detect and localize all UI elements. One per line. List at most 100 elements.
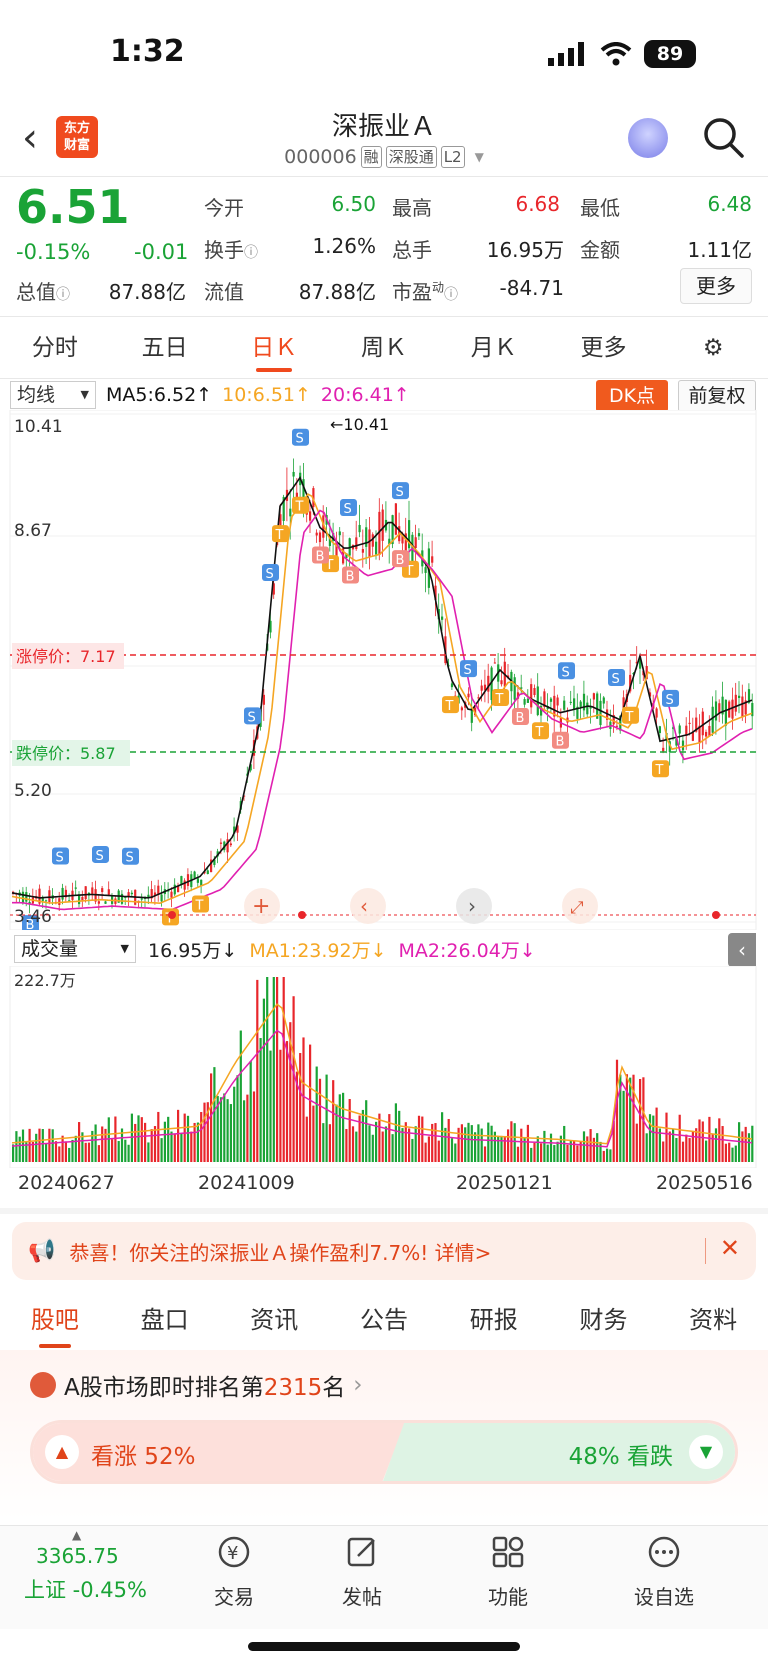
tab-guba[interactable]: 股吧 <box>0 1292 110 1348</box>
chart-next-icon[interactable]: › <box>456 888 492 924</box>
volume-bar <box>31 1142 34 1162</box>
ma5-value: MA5:6.52↑ <box>106 384 213 406</box>
pe-label[interactable]: 市盈动ⓘ <box>392 280 459 304</box>
volume-bar <box>391 1134 394 1162</box>
volume-bar <box>124 1139 127 1162</box>
tab-more[interactable]: 更多 <box>580 335 627 361</box>
signal-marker <box>92 845 109 863</box>
chart-prev-icon[interactable]: ‹ <box>350 888 386 924</box>
volume-ma-line <box>11 1029 753 1148</box>
tab-research[interactable]: 研报 <box>469 1306 518 1334</box>
signal-marker-letter: T <box>295 500 304 515</box>
tab-five-day[interactable]: 五日 <box>141 335 188 361</box>
back-icon[interactable]: ‹ <box>22 115 38 161</box>
volume-bar <box>147 1142 150 1162</box>
candle-body <box>493 662 496 664</box>
volume-bar <box>107 1117 110 1162</box>
turnover-label[interactable]: 换手ⓘ <box>204 238 258 262</box>
more-quote-button[interactable]: 更多 <box>680 268 752 304</box>
candle-body <box>582 693 586 711</box>
volume-bar <box>685 1134 688 1162</box>
chart-add-icon[interactable]: + <box>244 888 280 924</box>
profit-notice-banner[interactable]: 📢 恭喜！你关注的深振业Ａ操作盈利7.7%! 详情> ✕ <box>12 1222 756 1280</box>
candle-body <box>381 509 384 541</box>
volume-bar <box>318 1078 322 1162</box>
bullish-vote[interactable]: ▲ 看涨 52% <box>33 1423 405 1481</box>
collapse-panel-icon[interactable]: ‹ <box>728 933 756 967</box>
candle-body <box>530 684 533 708</box>
chart-expand-icon[interactable]: ⤢ <box>562 888 598 924</box>
candle-body <box>460 707 463 711</box>
close-icon[interactable]: ✕ <box>719 1234 740 1262</box>
volume-bar <box>734 1145 737 1162</box>
nav-trade[interactable]: ¥ 交易 <box>184 1534 284 1610</box>
tab-news[interactable]: 资讯 <box>250 1306 299 1334</box>
candle-body <box>309 511 312 521</box>
nav-functions[interactable]: 功能 <box>458 1534 558 1610</box>
candle-body <box>289 508 292 517</box>
tab-weekly-k[interactable]: 周Ｋ <box>361 335 408 361</box>
volume-bar <box>348 1099 351 1162</box>
adjust-mode-button[interactable]: 前复权 <box>678 380 756 412</box>
volume-bar <box>404 1122 407 1162</box>
volume-bar <box>431 1123 434 1162</box>
info-icon: ⓘ <box>244 245 258 261</box>
candle-body <box>226 839 229 853</box>
candle-body <box>332 532 335 541</box>
limit-up-label: 涨停价：7.17 <box>16 647 116 666</box>
bearish-vote[interactable]: 48% 看跌 ▼ <box>383 1423 735 1481</box>
robot-assistant-icon[interactable] <box>628 118 668 158</box>
volume-bar <box>54 1141 58 1162</box>
index-name[interactable]: 上证 -0.45% <box>24 1578 147 1602</box>
volume-chart[interactable]: 222.7万 <box>0 966 768 1168</box>
notice-text[interactable]: 恭喜！你关注的深振业Ａ操作盈利7.7%! 详情> <box>69 1240 492 1265</box>
tab-intraday[interactable]: 分时 <box>31 335 78 361</box>
signal-marker <box>342 566 359 584</box>
candle-body <box>391 515 394 545</box>
dk-point-button[interactable]: DK点 <box>596 380 668 412</box>
mktcap-label[interactable]: 总值ⓘ <box>16 280 70 304</box>
volume-bar <box>163 1121 166 1162</box>
candle-body <box>708 725 711 737</box>
stock-code-row[interactable]: 000006 融 深股通 L2 ▼ <box>0 146 768 168</box>
settings-gear-icon[interactable]: ⚙ <box>702 335 724 361</box>
volume-bar <box>190 1131 193 1162</box>
search-icon[interactable] <box>700 114 746 160</box>
candle-body <box>302 479 305 501</box>
candle-body <box>586 702 589 715</box>
volume-bar <box>556 1141 559 1162</box>
index-value[interactable]: 3365.75 <box>36 1544 119 1568</box>
candle-body <box>516 692 520 699</box>
chevron-down-icon: ▼ <box>474 150 484 164</box>
indicator-select[interactable]: 均线 ▼ <box>10 381 96 409</box>
candle-body <box>734 694 737 712</box>
signal-marker <box>460 660 477 678</box>
market-rank[interactable]: A股市场即时排名第2315名 › <box>30 1368 362 1402</box>
tab-profile[interactable]: 资料 <box>689 1306 738 1334</box>
nav-post[interactable]: 发帖 <box>312 1534 412 1610</box>
candle-body <box>236 825 239 833</box>
volume-bar <box>721 1126 724 1162</box>
nav-add-watchlist[interactable]: 设自选 <box>614 1534 714 1610</box>
tab-monthly-k[interactable]: 月Ｋ <box>470 335 517 361</box>
candle-body <box>553 695 556 717</box>
volume-indicator-select[interactable]: 成交量 ▼ <box>14 935 136 963</box>
volume-bar <box>229 1104 232 1162</box>
volume-max-label: 222.7万 <box>14 971 76 990</box>
volume-bar <box>299 1053 302 1162</box>
signal-marker-letter: B <box>516 711 525 726</box>
signal-marker <box>292 428 309 446</box>
tab-announcements[interactable]: 公告 <box>360 1306 409 1334</box>
candle-body <box>477 697 480 699</box>
volume-bar <box>292 996 295 1162</box>
tab-daily-k[interactable]: 日Ｋ <box>219 318 329 378</box>
tab-orderbook[interactable]: 盘口 <box>140 1306 189 1334</box>
volume-bar <box>516 1146 520 1162</box>
volume-bar <box>114 1116 117 1162</box>
candle-body <box>124 896 127 898</box>
volume-bar <box>744 1126 747 1162</box>
app-logo: 东方 财富 <box>56 116 98 158</box>
tab-finance[interactable]: 财务 <box>579 1306 628 1334</box>
edit-post-icon <box>347 1537 375 1567</box>
